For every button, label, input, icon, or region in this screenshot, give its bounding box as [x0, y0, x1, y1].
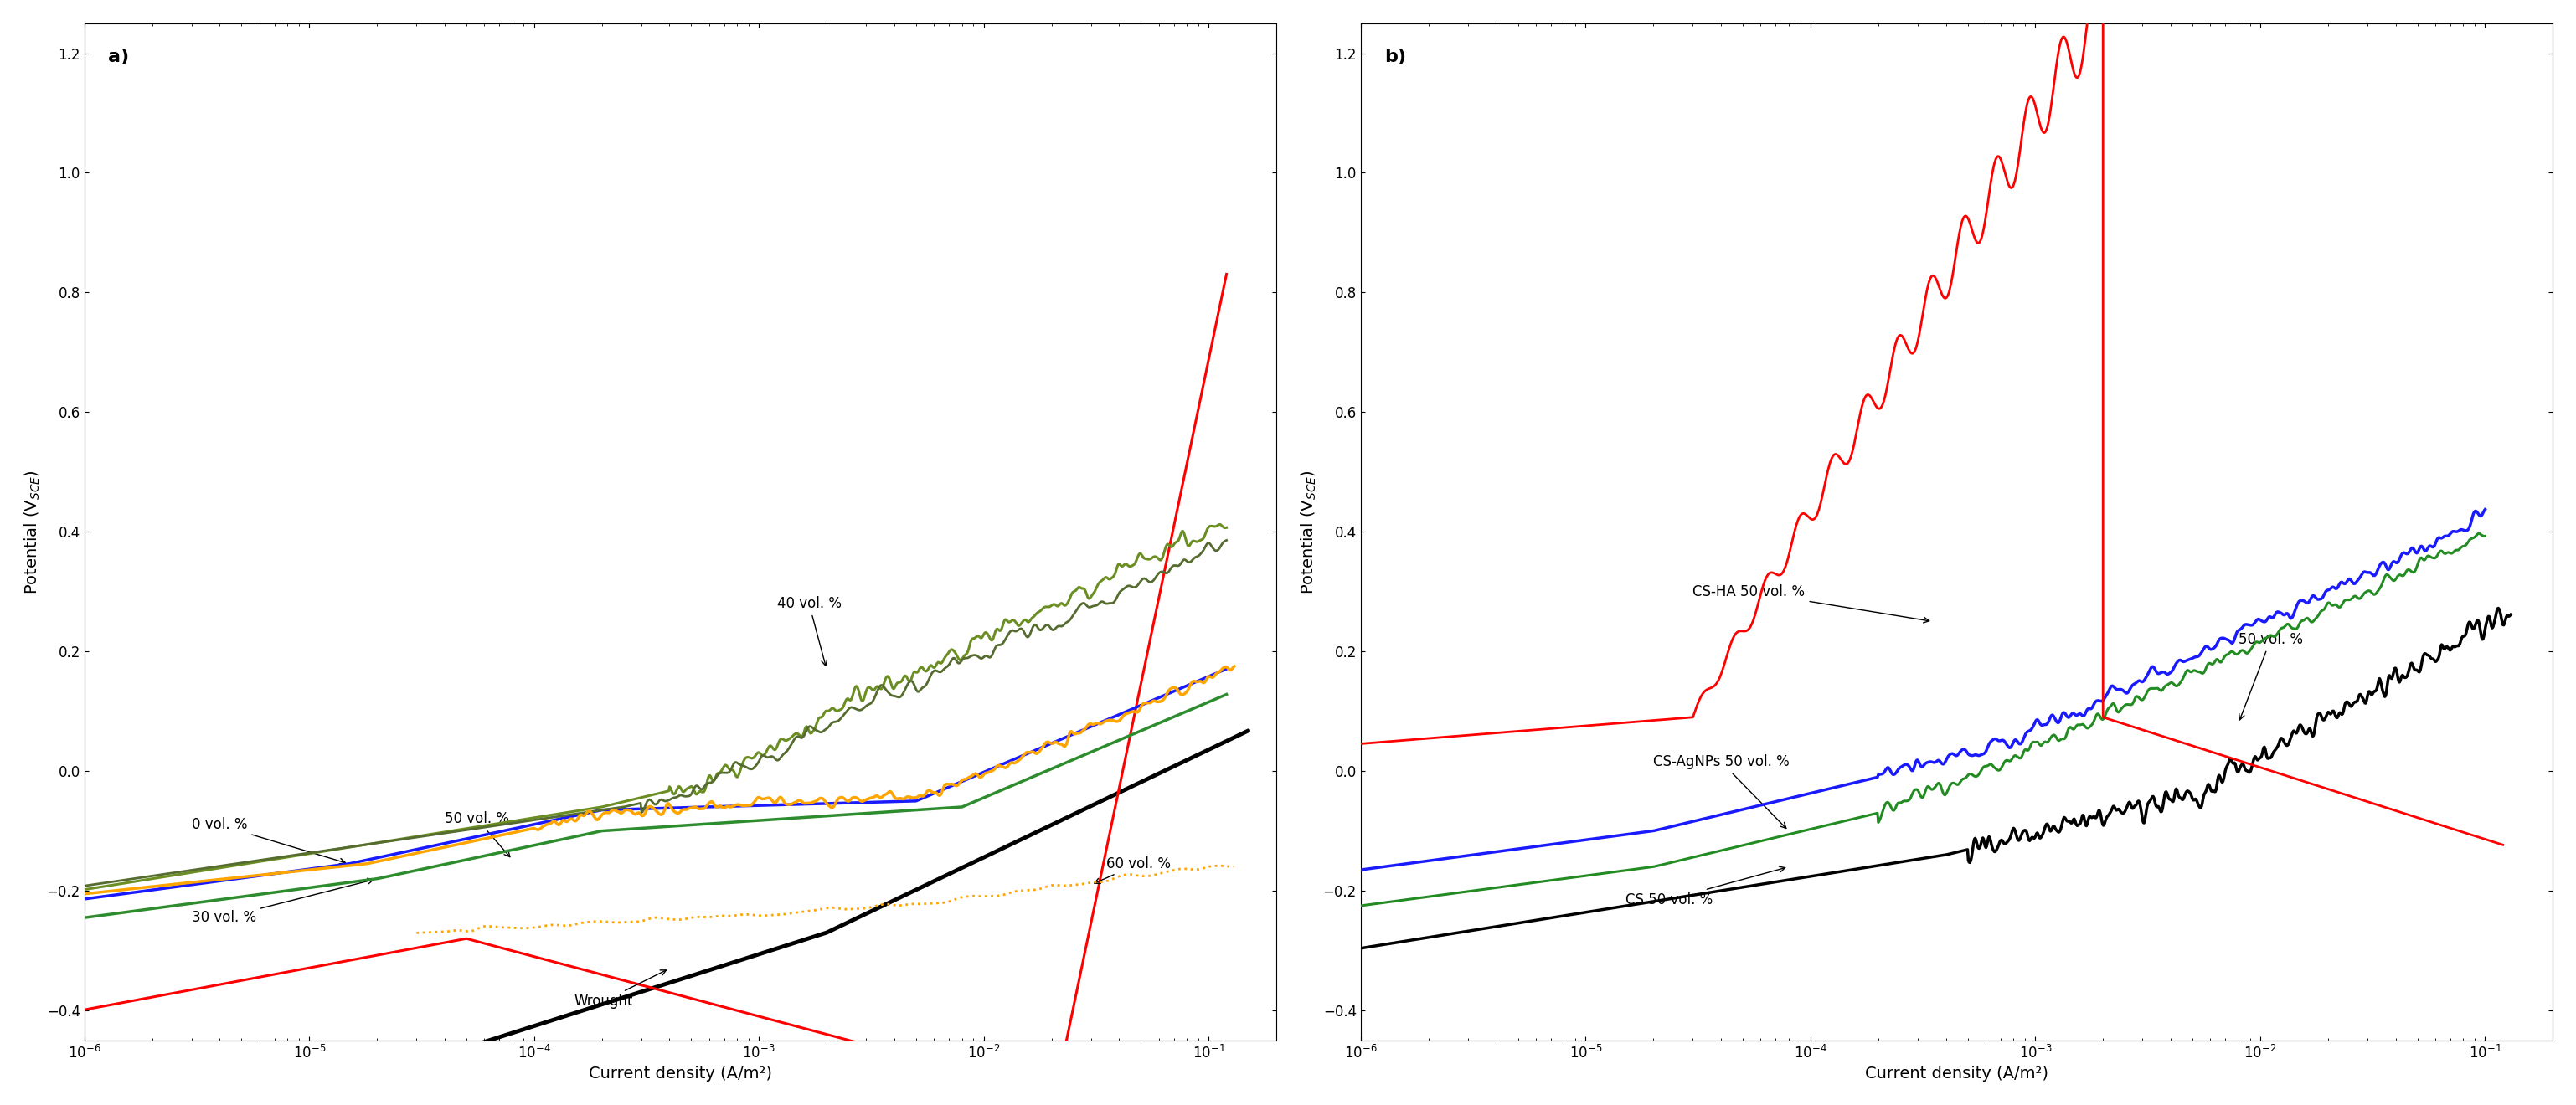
- Y-axis label: Potential (V$_{SCE}$): Potential (V$_{SCE}$): [23, 470, 41, 594]
- Text: 50 vol. %: 50 vol. %: [446, 811, 510, 856]
- Text: CS-HA 50 vol. %: CS-HA 50 vol. %: [1692, 585, 1929, 623]
- Text: 60 vol. %: 60 vol. %: [1095, 856, 1170, 884]
- Text: 50 vol. %: 50 vol. %: [2239, 632, 2303, 719]
- Text: 30 vol. %: 30 vol. %: [191, 878, 374, 925]
- Text: CS 50 vol. %: CS 50 vol. %: [1625, 866, 1785, 907]
- Text: CS-AgNPs 50 vol. %: CS-AgNPs 50 vol. %: [1654, 755, 1790, 829]
- Text: b): b): [1383, 49, 1406, 65]
- X-axis label: Current density (A/m²): Current density (A/m²): [590, 1066, 773, 1082]
- Text: 40 vol. %: 40 vol. %: [778, 596, 842, 666]
- Y-axis label: Potential (V$_{SCE}$): Potential (V$_{SCE}$): [1301, 470, 1319, 594]
- Text: a): a): [108, 49, 129, 65]
- X-axis label: Current density (A/m²): Current density (A/m²): [1865, 1066, 2048, 1082]
- Text: Wrought: Wrought: [574, 970, 667, 1009]
- Text: 0 vol. %: 0 vol. %: [191, 818, 345, 864]
